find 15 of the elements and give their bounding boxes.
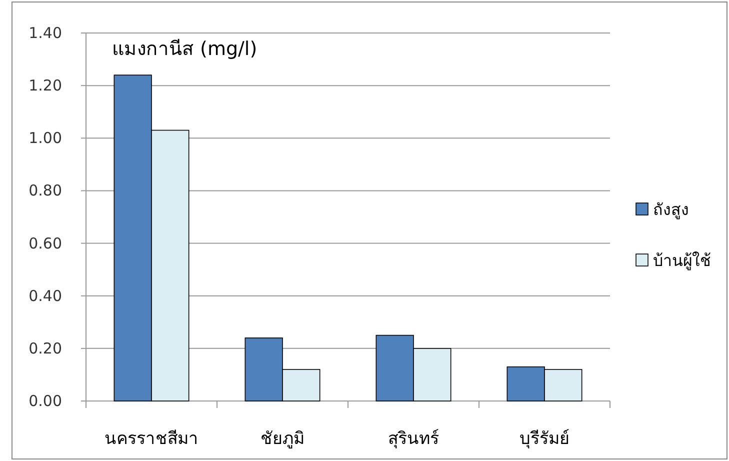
x-tick-label: ชัยภูมิ	[260, 429, 304, 449]
y-tick-label: 0.00	[28, 392, 62, 410]
legend-label: ถังสูง	[653, 200, 689, 220]
x-tick-label: นครราชสีมา	[104, 429, 198, 449]
legend-label: บ้านผู้ใช้	[653, 251, 711, 271]
y-tick-label: 1.40	[28, 24, 62, 42]
y-tick-label: 0.40	[28, 286, 62, 305]
chart-title: แมงกานีส (mg/l)	[112, 38, 258, 60]
y-tick-label: 1.20	[28, 76, 62, 95]
y-tick-label: 1.00	[28, 129, 62, 148]
x-tick-label: บุรีรัมย์	[520, 429, 570, 449]
y-tick-label: 0.60	[28, 234, 62, 252]
y-tick-label: 0.20	[28, 339, 62, 358]
y-tick-label: 0.80	[28, 182, 62, 200]
x-tick-label: สุรินทร์	[388, 429, 439, 449]
